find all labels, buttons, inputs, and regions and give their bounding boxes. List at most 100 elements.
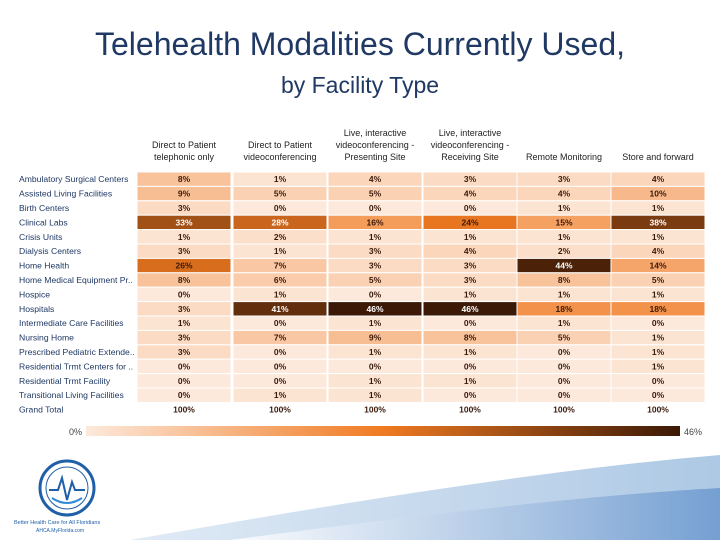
cell-value: 18% bbox=[555, 304, 572, 314]
cell-value: 0% bbox=[369, 289, 382, 299]
cell-value: 1% bbox=[369, 232, 382, 242]
cell-value: 6% bbox=[274, 275, 287, 285]
row-label: Home Medical Equipment Pr.. bbox=[19, 275, 133, 285]
heatmap-chart: Direct to Patient telephonic only Direct t… bbox=[19, 128, 706, 437]
cell-value: 0% bbox=[464, 318, 477, 328]
cell-value: 5% bbox=[369, 189, 382, 199]
cell-value: 0% bbox=[178, 361, 191, 371]
cell-value: 1% bbox=[558, 232, 571, 242]
cell-value: 1% bbox=[652, 203, 665, 213]
cell-value: 0% bbox=[652, 376, 665, 386]
cell-value: 1% bbox=[178, 232, 191, 242]
cell-value: 4% bbox=[464, 189, 477, 199]
cell-value: 0% bbox=[274, 376, 287, 386]
cell-value: 9% bbox=[369, 333, 382, 343]
cell-value: 0% bbox=[652, 318, 665, 328]
column-header: Live, interactive videoconferencing -Pres… bbox=[336, 128, 415, 162]
cell-value: 33% bbox=[175, 217, 192, 227]
cell-value: 1% bbox=[274, 246, 287, 256]
heatmap-cell bbox=[232, 387, 328, 403]
cell-value: 0% bbox=[178, 390, 191, 400]
row-label: Home Health bbox=[19, 261, 69, 271]
cell-value: 3% bbox=[464, 174, 477, 184]
cell-value: 1% bbox=[369, 318, 382, 328]
cell-value: 1% bbox=[274, 390, 287, 400]
row-label: Hospitals bbox=[19, 304, 54, 314]
cell-value: 0% bbox=[558, 347, 571, 357]
total-value: 100% bbox=[459, 405, 481, 415]
legend-min-label: 0% bbox=[69, 427, 82, 437]
cell-value: 0% bbox=[178, 376, 191, 386]
cell-value: 0% bbox=[464, 361, 477, 371]
row-label: Birth Centers bbox=[19, 203, 69, 213]
cell-value: 0% bbox=[464, 390, 477, 400]
cell-value: 1% bbox=[652, 289, 665, 299]
slide-title: Telehealth Modalities Currently Used, bbox=[94, 26, 626, 62]
cell-value: 0% bbox=[558, 376, 571, 386]
heatmap-cell bbox=[610, 387, 706, 403]
cell-value: 3% bbox=[369, 261, 382, 271]
cell-value: 1% bbox=[652, 361, 665, 371]
cell-value: 1% bbox=[558, 289, 571, 299]
cell-value: 5% bbox=[369, 275, 382, 285]
cell-value: 1% bbox=[464, 232, 477, 242]
cell-value: 1% bbox=[652, 333, 665, 343]
cell-value: 1% bbox=[369, 347, 382, 357]
cell-value: 5% bbox=[652, 275, 665, 285]
total-value: 100% bbox=[269, 405, 291, 415]
cell-value: 3% bbox=[178, 347, 191, 357]
row-label: Residential Trmt Centers for .. bbox=[19, 361, 133, 371]
cell-value: 46% bbox=[461, 304, 478, 314]
logo-tagline: Better Health Care for All Floridians bbox=[14, 520, 101, 526]
cell-value: 1% bbox=[369, 376, 382, 386]
cell-value: 1% bbox=[369, 390, 382, 400]
cell-value: 0% bbox=[558, 361, 571, 371]
cell-value: 3% bbox=[178, 203, 191, 213]
cell-value: 1% bbox=[558, 203, 571, 213]
cell-value: 3% bbox=[178, 333, 191, 343]
cell-value: 10% bbox=[649, 189, 666, 199]
cell-value: 46% bbox=[366, 304, 383, 314]
cell-value: 4% bbox=[558, 189, 571, 199]
cell-value: 1% bbox=[274, 289, 287, 299]
cell-value: 0% bbox=[274, 203, 287, 213]
cell-value: 41% bbox=[271, 304, 288, 314]
cell-value: 0% bbox=[274, 318, 287, 328]
cell-value: 0% bbox=[369, 203, 382, 213]
cell-value: 18% bbox=[649, 304, 666, 314]
cell-value: 28% bbox=[271, 217, 288, 227]
row-label: Transitional Living Facilities bbox=[19, 390, 124, 400]
cell-value: 0% bbox=[652, 390, 665, 400]
cell-value: 1% bbox=[464, 376, 477, 386]
cell-value: 0% bbox=[558, 390, 571, 400]
row-label: Assisted Living Facilities bbox=[19, 189, 112, 199]
cell-value: 1% bbox=[274, 174, 287, 184]
cell-value: 26% bbox=[175, 261, 192, 271]
column-header: Direct to Patient telephonic only bbox=[152, 140, 217, 162]
row-label: Clinical Labs bbox=[19, 217, 68, 227]
cell-value: 3% bbox=[178, 304, 191, 314]
heatmap-cell bbox=[136, 387, 232, 403]
row-label: Hospice bbox=[19, 289, 50, 299]
cell-value: 8% bbox=[464, 333, 477, 343]
cell-value: 0% bbox=[274, 361, 287, 371]
column-header: Store and forward bbox=[622, 152, 694, 162]
cell-value: 0% bbox=[464, 203, 477, 213]
row-label: Prescribed Pediatric Extende.. bbox=[19, 347, 135, 357]
row-label: Intermediate Care Facilities bbox=[19, 318, 124, 328]
cell-value: 1% bbox=[558, 318, 571, 328]
column-header: Remote Monitoring bbox=[526, 152, 602, 162]
cell-value: 8% bbox=[178, 174, 191, 184]
cell-value: 1% bbox=[652, 232, 665, 242]
cell-value: 1% bbox=[178, 318, 191, 328]
cell-value: 1% bbox=[464, 347, 477, 357]
cell-value: 4% bbox=[369, 174, 382, 184]
cell-value: 1% bbox=[652, 347, 665, 357]
cell-value: 8% bbox=[558, 275, 571, 285]
cell-value: 0% bbox=[274, 347, 287, 357]
row-label: Nursing Home bbox=[19, 333, 74, 343]
cell-value: 2% bbox=[274, 232, 287, 242]
cell-value: 3% bbox=[464, 261, 477, 271]
heatmap-cell bbox=[327, 387, 423, 403]
